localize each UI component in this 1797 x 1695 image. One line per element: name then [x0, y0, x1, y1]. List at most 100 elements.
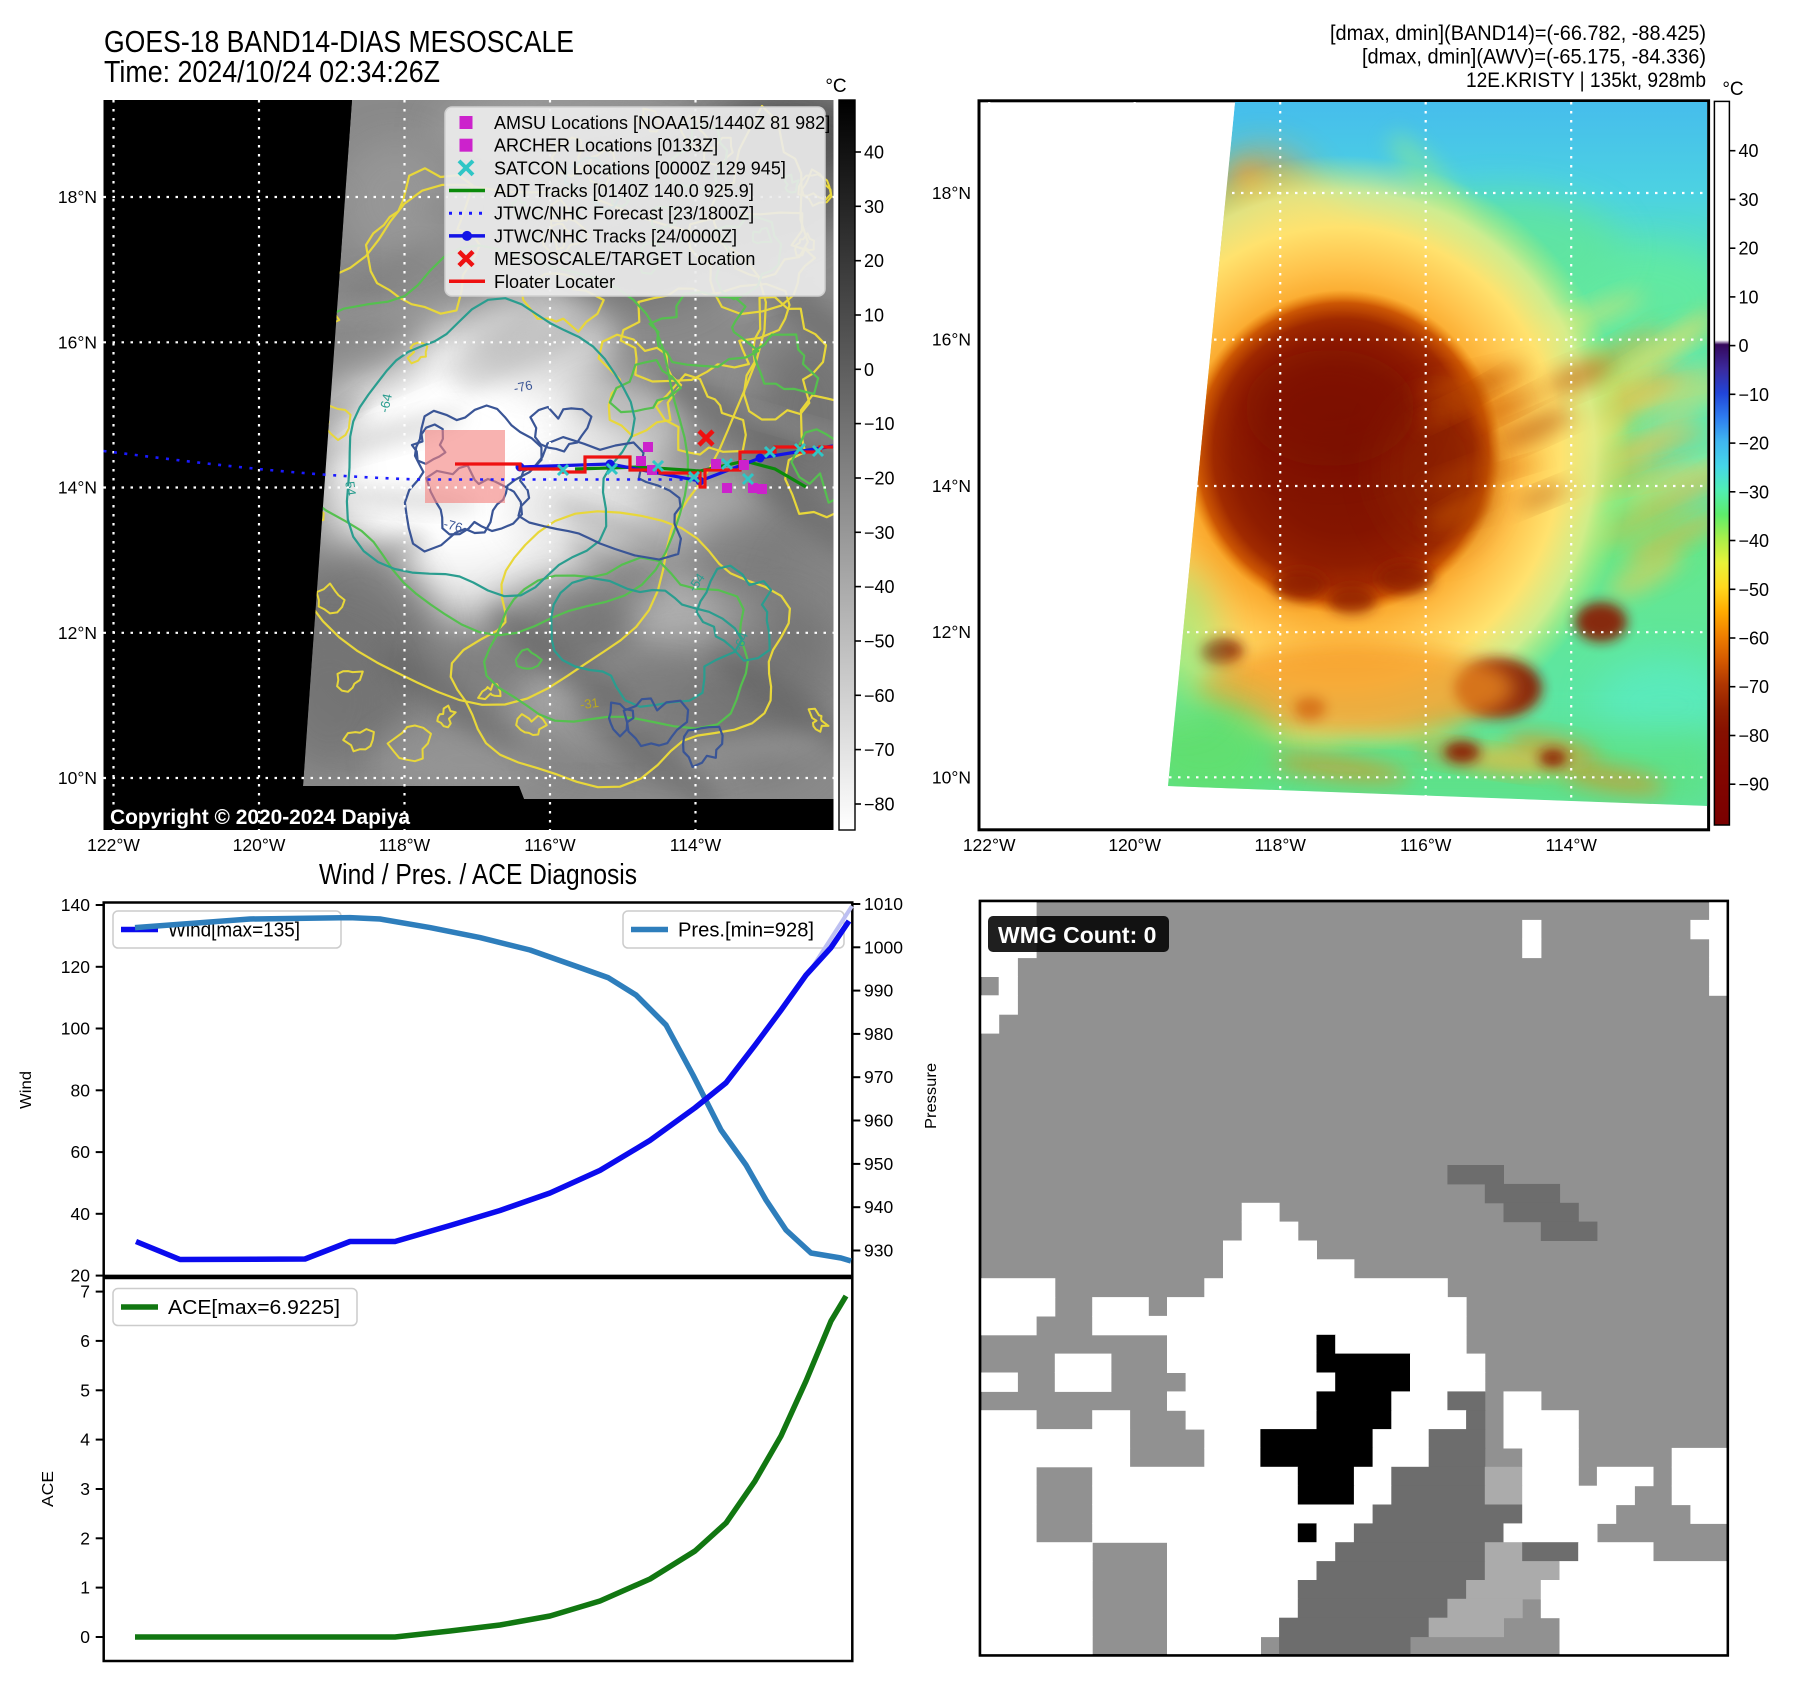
svg-text:30: 30: [1739, 190, 1759, 210]
svg-text:−10: −10: [864, 414, 895, 434]
svg-text:0: 0: [1739, 336, 1749, 356]
svg-text:114°W: 114°W: [1545, 835, 1597, 855]
svg-text:[dmax, dmin](BAND14)=(-66.782,: [dmax, dmin](BAND14)=(-66.782, -88.425): [1330, 21, 1706, 45]
svg-text:−80: −80: [864, 795, 895, 815]
svg-text:−30: −30: [1739, 482, 1770, 502]
svg-text:Wind: Wind: [18, 1071, 35, 1109]
svg-text:116°W: 116°W: [1400, 835, 1452, 855]
svg-text:40: 40: [864, 143, 884, 163]
svg-text:60: 60: [71, 1142, 91, 1162]
svg-text:-31: -31: [579, 695, 600, 712]
svg-text:120: 120: [61, 957, 90, 977]
svg-text:-64: -64: [731, 630, 752, 653]
svg-text:20: 20: [864, 251, 884, 271]
svg-text:16°N: 16°N: [58, 332, 97, 352]
svg-text:ACE: ACE: [40, 1471, 57, 1507]
svg-text:−20: −20: [1739, 434, 1770, 454]
svg-text:960: 960: [864, 1111, 893, 1131]
svg-text:ACE[max=6.9225]: ACE[max=6.9225]: [168, 1297, 340, 1319]
svg-text:-76: -76: [442, 516, 464, 535]
svg-text:120°W: 120°W: [1108, 835, 1161, 855]
svg-text:930: 930: [864, 1241, 893, 1261]
svg-text:ARCHER Locations [0133Z]: ARCHER Locations [0133Z]: [494, 136, 718, 156]
svg-text:Pres.[min=928]: Pres.[min=928]: [678, 920, 814, 942]
svg-text:−10: −10: [1739, 385, 1770, 405]
svg-text:-54: -54: [342, 476, 359, 497]
svg-text:AMSU Locations [NOAA15/1440Z 8: AMSU Locations [NOAA15/1440Z 81 982]: [494, 113, 830, 133]
svg-text:Copyright © 2020-2024 Dapiya: Copyright © 2020-2024 Dapiya: [110, 805, 411, 829]
svg-text:10: 10: [1739, 287, 1759, 307]
svg-text:10°N: 10°N: [932, 767, 971, 787]
svg-text:Time: 2024/10/24 02:34:26Z: Time: 2024/10/24 02:34:26Z: [104, 54, 440, 89]
svg-text:122°W: 122°W: [87, 835, 140, 855]
svg-text:−50: −50: [864, 632, 895, 652]
svg-text:940: 940: [864, 1197, 893, 1217]
svg-text:JTWC/NHC Tracks [24/0000Z]: JTWC/NHC Tracks [24/0000Z]: [494, 226, 737, 246]
svg-text:16°N: 16°N: [932, 330, 971, 350]
svg-text:[dmax, dmin](AWV)=(-65.175, -8: [dmax, dmin](AWV)=(-65.175, -84.336): [1362, 45, 1706, 69]
svg-text:40: 40: [71, 1204, 91, 1224]
svg-text:−60: −60: [864, 686, 895, 706]
svg-text:-76: -76: [512, 377, 534, 396]
svg-text:−70: −70: [864, 740, 895, 760]
svg-text:7: 7: [80, 1282, 90, 1302]
svg-text:140: 140: [61, 895, 90, 915]
svg-text:2: 2: [80, 1528, 90, 1548]
svg-text:100: 100: [61, 1019, 90, 1039]
svg-text:118°W: 118°W: [1254, 835, 1306, 855]
svg-text:Pressure: Pressure: [923, 1063, 940, 1129]
svg-text:20: 20: [1739, 239, 1759, 259]
svg-text:1: 1: [80, 1578, 90, 1598]
svg-text:118°W: 118°W: [379, 835, 431, 855]
svg-text:80: 80: [71, 1080, 91, 1100]
svg-text:18°N: 18°N: [58, 187, 97, 207]
svg-text:0: 0: [864, 360, 874, 380]
svg-text:6: 6: [80, 1331, 90, 1351]
svg-text:20: 20: [71, 1266, 91, 1286]
svg-text:116°W: 116°W: [524, 835, 576, 855]
svg-text:1000: 1000: [864, 937, 903, 957]
svg-text:970: 970: [864, 1067, 893, 1087]
svg-text:−80: −80: [1739, 726, 1770, 746]
svg-text:120°W: 120°W: [233, 835, 286, 855]
svg-text:12°N: 12°N: [932, 622, 971, 642]
svg-text:MESOSCALE/TARGET Location: MESOSCALE/TARGET Location: [494, 249, 755, 269]
svg-text:30: 30: [864, 197, 884, 217]
svg-text:950: 950: [864, 1154, 893, 1174]
svg-text:10: 10: [864, 306, 884, 326]
svg-text:10°N: 10°N: [58, 768, 97, 788]
svg-text:4: 4: [80, 1430, 90, 1450]
svg-text:ADT Tracks [0140Z 140.0 925.9]: ADT Tracks [0140Z 140.0 925.9]: [494, 181, 754, 201]
svg-text:12E.KRISTY | 135kt, 928mb: 12E.KRISTY | 135kt, 928mb: [1466, 68, 1706, 92]
svg-text:14°N: 14°N: [58, 478, 97, 498]
svg-text:980: 980: [864, 1024, 893, 1044]
svg-text:°C: °C: [1722, 79, 1743, 100]
svg-text:18°N: 18°N: [932, 183, 971, 203]
svg-text:12°N: 12°N: [58, 623, 97, 643]
svg-text:1010: 1010: [864, 894, 903, 914]
svg-text:990: 990: [864, 981, 893, 1001]
svg-text:−90: −90: [1739, 775, 1770, 795]
svg-text:°C: °C: [825, 76, 846, 97]
svg-text:−50: −50: [1739, 580, 1770, 600]
svg-text:114°W: 114°W: [670, 835, 722, 855]
svg-text:JTWC/NHC Forecast [23/1800Z]: JTWC/NHC Forecast [23/1800Z]: [494, 204, 754, 224]
svg-text:0: 0: [80, 1627, 90, 1647]
svg-text:40: 40: [1739, 141, 1759, 161]
svg-text:Floater Locater: Floater Locater: [494, 272, 615, 292]
svg-text:−40: −40: [864, 577, 895, 597]
svg-text:WMG Count: 0: WMG Count: 0: [998, 922, 1156, 948]
svg-text:−20: −20: [864, 469, 895, 489]
svg-text:3: 3: [80, 1479, 90, 1499]
svg-text:−30: −30: [864, 523, 895, 543]
svg-text:5: 5: [80, 1380, 90, 1400]
svg-text:−70: −70: [1739, 677, 1770, 697]
svg-text:-64: -64: [376, 392, 395, 414]
svg-text:−40: −40: [1739, 531, 1770, 551]
svg-text:SATCON Locations [0000Z 129 94: SATCON Locations [0000Z 129 945]: [494, 158, 786, 178]
svg-text:122°W: 122°W: [963, 835, 1016, 855]
svg-text:14°N: 14°N: [932, 476, 971, 496]
svg-text:Wind / Pres. / ACE Diagnosis: Wind / Pres. / ACE Diagnosis: [319, 859, 637, 891]
svg-text:GOES-18 BAND14-DIAS MESOSCALE: GOES-18 BAND14-DIAS MESOSCALE: [104, 24, 574, 59]
svg-text:−60: −60: [1739, 629, 1770, 649]
